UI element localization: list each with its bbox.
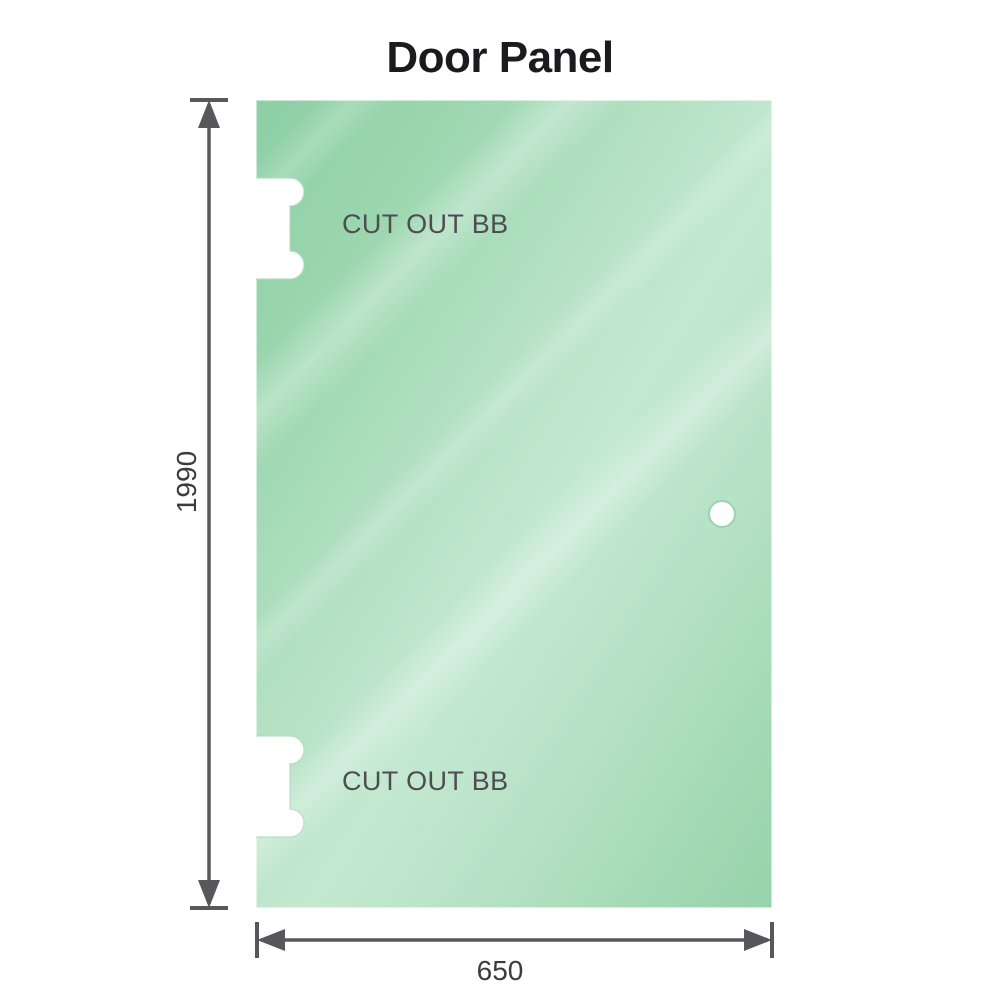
bb-cutout-icon [256,735,305,838]
arrow-up-icon [198,100,220,128]
page-title: Door Panel [386,33,614,82]
width-dimension-label: 650 [476,955,524,986]
circular-hole-icon [708,500,736,528]
glass-panel [256,100,772,908]
bb-cutout-icon [256,177,305,280]
cutout-label-bottom: CUT OUT BB [342,766,509,796]
glass-panel-graphic [256,100,772,908]
arrow-right-icon [744,929,772,951]
cutout-label-top: CUT OUT BB [342,209,509,239]
arrow-left-icon [257,929,285,951]
panel-border [256,100,772,908]
arrow-down-icon [198,880,220,908]
height-dimension-label: 1990 [171,450,203,514]
